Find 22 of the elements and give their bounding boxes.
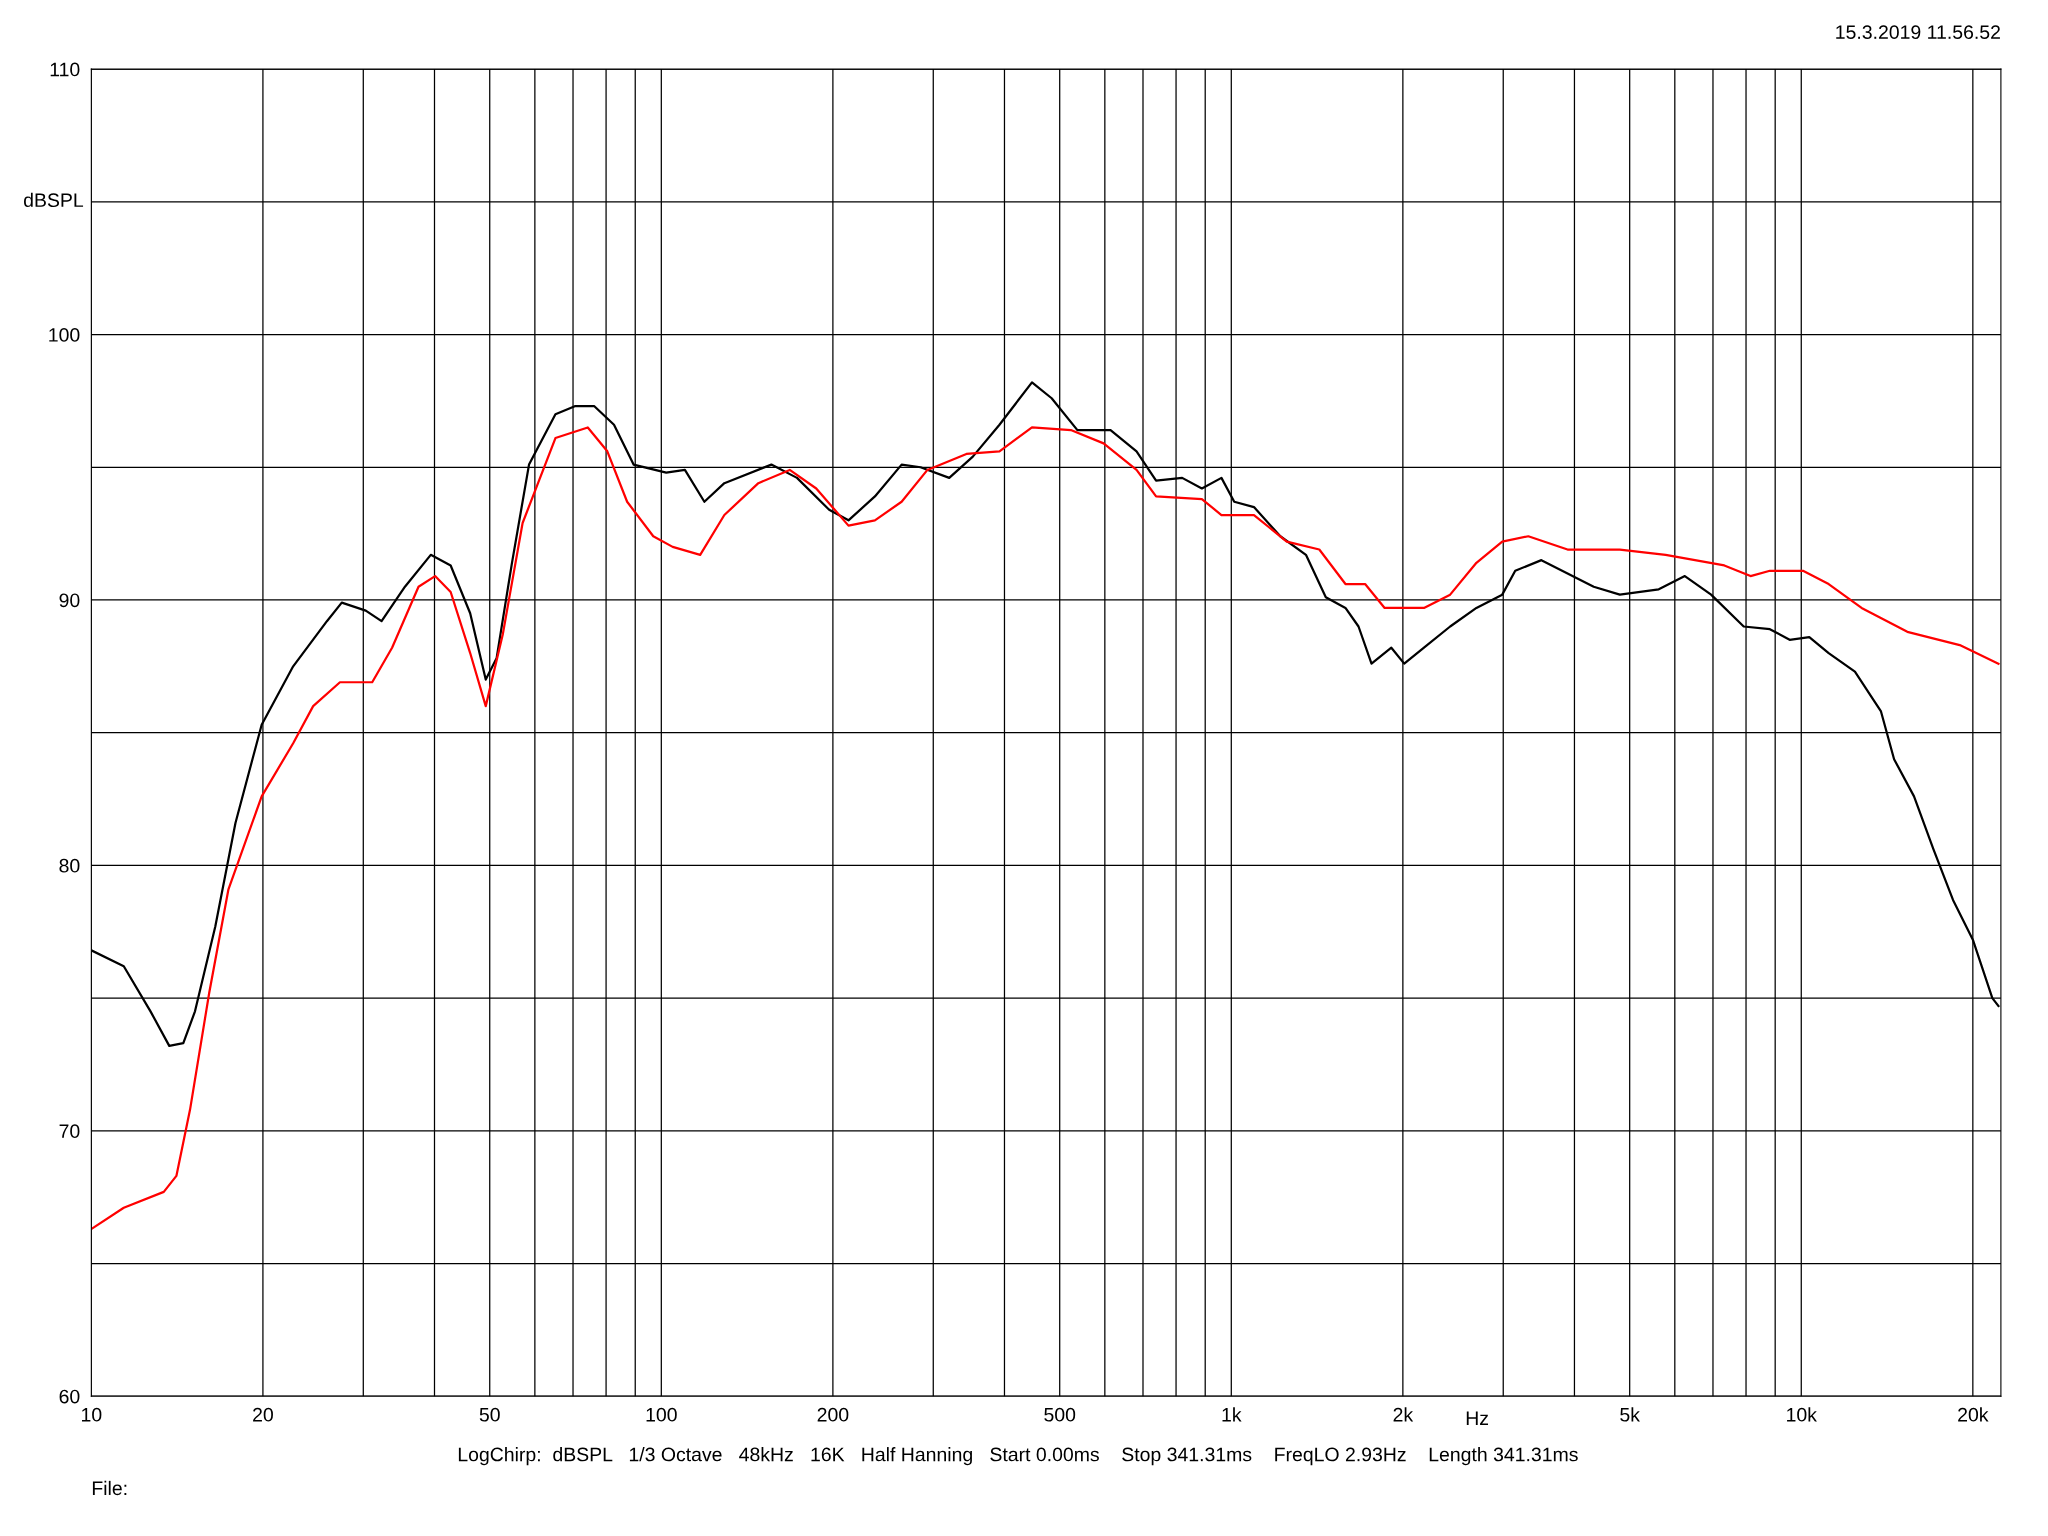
text: 15.3.2019 11.56.52 [1836, 25, 2000, 40]
y-tick-label: 60 [59, 1389, 80, 1404]
x-tick-label: 100 [646, 1407, 677, 1422]
text: LogChirp: dBSPL 1/3 Octave 48kHz 16K Half Hanning Start 0.00ms Stop 341.31ms FreqLO 2.93Hz Length 341.31ms [458, 1447, 1578, 1466]
y-tick-label: 70 [59, 1124, 80, 1139]
x-tick-label: 5k [1620, 1407, 1640, 1422]
x-tick-label: 10 [82, 1407, 102, 1422]
x-tick-label: 10k [1787, 1407, 1817, 1422]
x-tick-label: 2k [1393, 1407, 1414, 1422]
x-tick-label: 1k [1222, 1407, 1242, 1422]
x-tick-label: 20k [1958, 1407, 1989, 1422]
y-tick-label: 100 [49, 328, 80, 342]
y-tick-label: 110 [50, 62, 80, 77]
x-axis-title: Hz [1466, 1411, 1489, 1425]
x-tick-label: 20 [253, 1407, 273, 1422]
y-axis-title: dBSPL [23, 192, 84, 208]
x-tick-label: 50 [479, 1407, 500, 1422]
text: File: [92, 1480, 127, 1496]
x-tick-label: 200 [817, 1407, 849, 1422]
y-tick-label: 80 [59, 858, 80, 873]
y-tick-label: 90 [59, 593, 80, 608]
x-tick-label: 500 [1044, 1407, 1076, 1422]
